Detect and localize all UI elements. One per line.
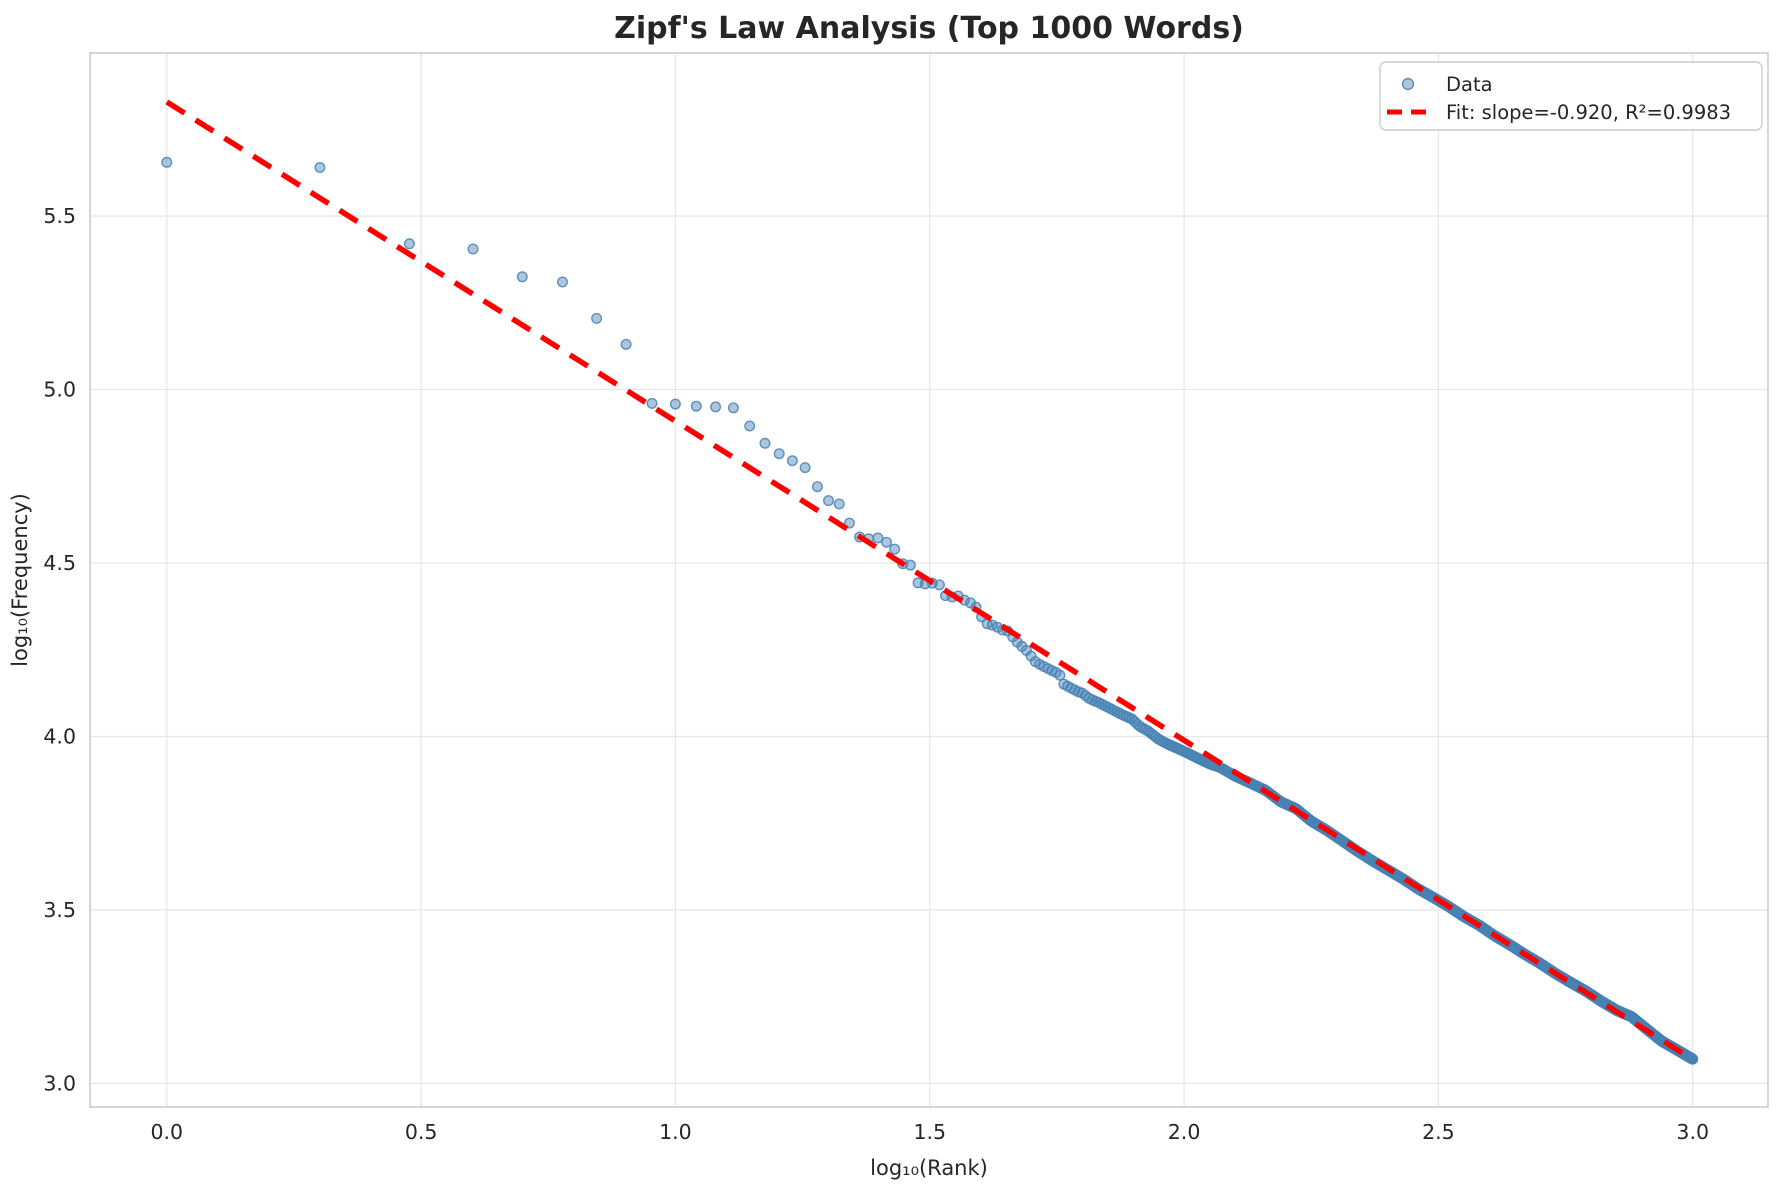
legend-label-fit: Fit: slope=-0.920, R²=0.9983 — [1446, 101, 1731, 124]
data-point — [591, 312, 603, 324]
x-tick-label: 2.0 — [1168, 1120, 1201, 1144]
x-axis-label: log₁₀(Rank) — [870, 1156, 988, 1180]
y-tick-label: 4.0 — [43, 724, 76, 748]
data-point — [904, 559, 916, 571]
data-point — [690, 400, 702, 412]
legend-label-data: Data — [1446, 73, 1493, 96]
x-tick-label: 0.0 — [150, 1120, 183, 1144]
x-tick-label: 3.0 — [1676, 1120, 1709, 1144]
data-point — [646, 397, 658, 409]
data-point — [872, 532, 884, 544]
data-point — [833, 498, 845, 510]
data-point — [161, 156, 173, 168]
data-point — [843, 517, 855, 529]
y-tick-label: 4.5 — [43, 551, 76, 575]
data-point — [467, 243, 479, 255]
x-tick-label: 2.5 — [1422, 1120, 1455, 1144]
data-point — [786, 455, 798, 467]
data-point — [933, 579, 945, 591]
data-point — [773, 448, 785, 460]
data-point — [759, 437, 771, 449]
data-point — [881, 536, 893, 548]
y-axis-label: log₁₀(Frequency) — [8, 493, 32, 667]
y-tick-labels: 3.0 3.5 4.0 4.5 5.0 5.5 — [43, 204, 76, 1095]
x-tick-label: 1.5 — [913, 1120, 946, 1144]
x-tick-labels: 0.0 0.5 1.0 1.5 2.0 2.5 3.0 — [150, 1120, 1709, 1144]
data-point — [516, 271, 528, 283]
y-tick-label: 5.0 — [43, 378, 76, 402]
grid-lines — [90, 53, 1768, 1107]
data-point — [1054, 669, 1066, 681]
data-point — [1687, 1053, 1699, 1065]
x-tick-label: 1.0 — [659, 1120, 692, 1144]
data-point — [314, 161, 326, 173]
data-point — [710, 401, 722, 413]
chart-title: Zipf's Law Analysis (Top 1000 Words) — [614, 11, 1244, 46]
data-point — [823, 495, 835, 507]
x-tick-label: 0.5 — [405, 1120, 438, 1144]
y-tick-label: 3.5 — [43, 898, 76, 922]
y-tick-label: 5.5 — [43, 204, 76, 228]
y-tick-label: 3.0 — [43, 1071, 76, 1095]
fit-line — [165, 99, 1695, 1062]
data-point — [403, 238, 415, 250]
plot-spines — [89, 52, 1769, 1108]
data-point — [889, 543, 901, 555]
data-point — [744, 420, 756, 432]
data-point — [557, 276, 569, 288]
legend: Data Fit: slope=-0.920, R²=0.9983 — [1379, 61, 1763, 131]
data-point — [799, 462, 811, 474]
data-point — [811, 481, 823, 493]
data-point — [727, 402, 739, 414]
data-point — [669, 398, 681, 410]
legend-box — [1379, 61, 1763, 131]
data-point — [620, 338, 632, 350]
legend-data-marker-icon — [1401, 77, 1415, 91]
